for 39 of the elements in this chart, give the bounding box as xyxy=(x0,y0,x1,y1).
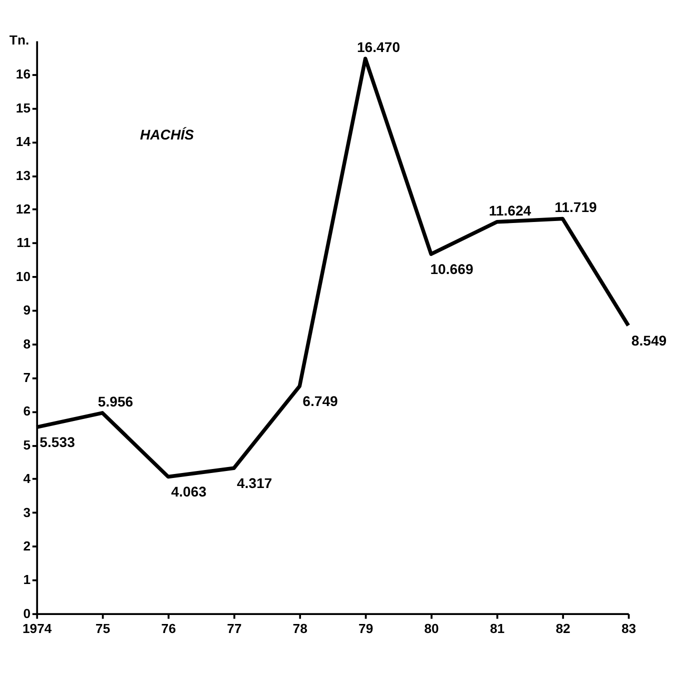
x-tick-label: 79 xyxy=(358,620,374,636)
y-axis-title: Tn. xyxy=(9,32,30,48)
text: 4.317 xyxy=(236,474,272,491)
y-tick-label: 15 xyxy=(16,100,31,116)
y-tick-label: 10 xyxy=(16,268,31,284)
y-tick-label: 16 xyxy=(16,66,31,82)
y-tick-label: 9 xyxy=(23,302,31,318)
text: 8.549 xyxy=(631,332,667,348)
y-tick-label: 2 xyxy=(23,538,31,554)
text: 11.624 xyxy=(488,202,532,218)
text: 11.719 xyxy=(554,199,597,216)
y-tick-label: 3 xyxy=(23,504,31,520)
text: 16.470 xyxy=(356,39,400,56)
y-tick-label: 12 xyxy=(16,201,31,216)
x-tick-label: 82 xyxy=(556,620,570,636)
x-tick-label: 80 xyxy=(424,620,439,636)
text: 4.063 xyxy=(171,483,206,500)
x-tick-label: 77 xyxy=(227,620,242,636)
y-tick-label: 6 xyxy=(23,404,31,419)
y-tick-label: 13 xyxy=(16,168,31,183)
x-tick-label: 78 xyxy=(292,620,308,636)
y-tick-label: 5 xyxy=(23,437,31,452)
x-tick-label: 1974 xyxy=(22,620,52,636)
y-tick-label: 14 xyxy=(16,134,32,150)
y-tick-label: 11 xyxy=(16,235,31,250)
y-tick-label: 1 xyxy=(23,572,31,588)
y-tick-label: 4 xyxy=(23,471,32,486)
x-tick-label: 81 xyxy=(490,620,505,636)
x-tick-label: 76 xyxy=(161,620,176,636)
text: 5.533 xyxy=(40,434,75,450)
text: 6.749 xyxy=(302,392,338,409)
annotation: HACHÍS xyxy=(140,126,195,142)
y-tick-label: 8 xyxy=(23,336,31,352)
text: 10.669 xyxy=(430,260,474,277)
x-tick-label: 83 xyxy=(621,620,636,636)
y-tick-label: 7 xyxy=(23,370,31,385)
x-tick-label: 75 xyxy=(96,620,110,636)
text: 5.956 xyxy=(98,393,134,410)
y-tick-label: 0 xyxy=(23,606,31,621)
